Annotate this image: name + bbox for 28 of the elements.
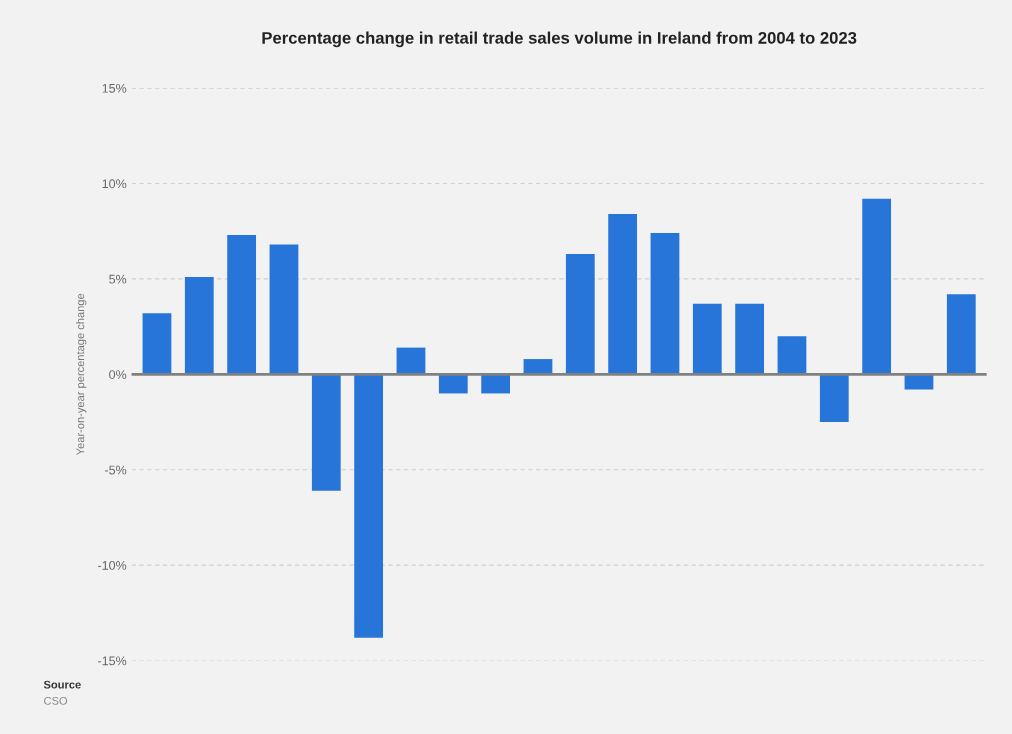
y-tick-label: -15% <box>98 656 127 666</box>
bar <box>946 294 976 375</box>
bar <box>481 374 511 394</box>
bar <box>608 214 638 375</box>
bar <box>862 198 892 375</box>
bar <box>650 233 680 375</box>
bar <box>777 336 807 375</box>
text: Source <box>43 680 81 689</box>
y-tick-label: 0% <box>109 370 127 379</box>
bar <box>735 303 765 375</box>
bar <box>565 254 595 375</box>
y-tick-label: -10% <box>98 560 127 570</box>
text: CSO <box>44 696 68 705</box>
y-tick-label: 10% <box>102 179 127 189</box>
y-axis-title: Year-on-year percentage change <box>76 293 87 456</box>
y-tick-label: -5% <box>105 465 127 475</box>
bar <box>142 313 172 375</box>
chart-title: Percentage change in retail trade sales volume in Ireland from 2004 to 2023 <box>262 31 857 48</box>
y-tick-label: 15% <box>102 83 127 93</box>
bar <box>396 347 426 375</box>
bar <box>354 374 384 638</box>
bar <box>269 244 299 375</box>
bar <box>184 277 214 375</box>
bar <box>692 303 722 375</box>
bar <box>311 374 341 491</box>
bar <box>819 374 849 423</box>
bar <box>227 235 257 375</box>
y-tick-label: 5% <box>109 274 127 284</box>
